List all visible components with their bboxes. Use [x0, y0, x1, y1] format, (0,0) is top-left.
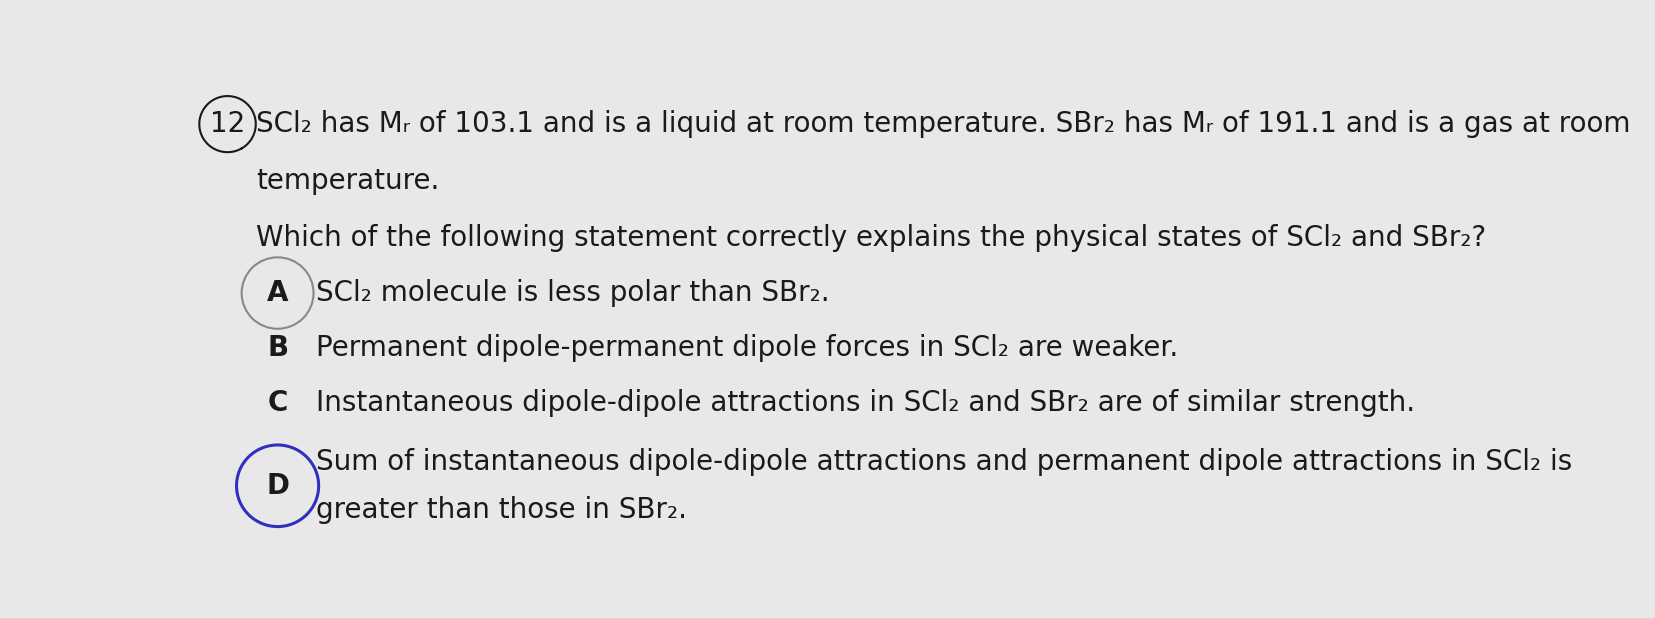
Text: 12: 12 [210, 110, 245, 138]
Text: Sum of instantaneous dipole-dipole attractions and permanent dipole attractions : Sum of instantaneous dipole-dipole attra… [316, 448, 1571, 476]
Text: greater than those in SBr₂.: greater than those in SBr₂. [316, 496, 687, 523]
Text: C: C [266, 389, 288, 417]
Text: temperature.: temperature. [255, 167, 439, 195]
Text: A: A [266, 279, 288, 307]
Text: Which of the following statement correctly explains the physical states of SCl₂ : Which of the following statement correct… [255, 224, 1485, 252]
Text: SCl₂ has Mᵣ of 103.1 and is a liquid at room temperature. SBr₂ has Mᵣ of 191.1 a: SCl₂ has Mᵣ of 103.1 and is a liquid at … [255, 110, 1629, 138]
Text: D: D [266, 472, 290, 500]
Text: Instantaneous dipole-dipole attractions in SCl₂ and SBr₂ are of similar strength: Instantaneous dipole-dipole attractions … [316, 389, 1415, 417]
Text: B: B [266, 334, 288, 362]
Text: SCl₂ molecule is less polar than SBr₂.: SCl₂ molecule is less polar than SBr₂. [316, 279, 829, 307]
Text: Permanent dipole-permanent dipole forces in SCl₂ are weaker.: Permanent dipole-permanent dipole forces… [316, 334, 1178, 362]
